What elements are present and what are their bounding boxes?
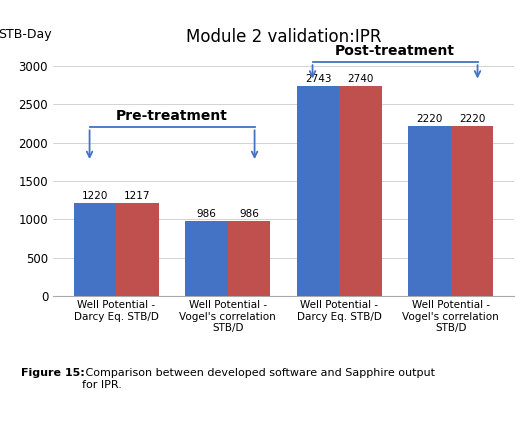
Text: Figure 15:: Figure 15: <box>21 368 85 378</box>
Bar <box>297 86 339 296</box>
Text: Comparison between developed software and Sapphire output
for IPR.: Comparison between developed software an… <box>82 368 435 390</box>
Text: 2220: 2220 <box>459 114 485 124</box>
Legend: Developed software, Sapphire: Developed software, Sapphire <box>173 420 394 423</box>
Text: 2740: 2740 <box>347 74 374 84</box>
Bar <box>409 126 451 296</box>
Text: 2220: 2220 <box>417 114 443 124</box>
Text: 986: 986 <box>239 209 259 219</box>
Bar <box>186 220 228 296</box>
Bar <box>228 220 270 296</box>
Text: 2743: 2743 <box>305 74 331 84</box>
Text: 1217: 1217 <box>124 191 151 201</box>
Bar <box>116 203 158 296</box>
Text: STB-Day: STB-Day <box>0 28 51 41</box>
Text: Pre-treatment: Pre-treatment <box>116 109 228 123</box>
Text: 1220: 1220 <box>82 191 108 201</box>
Title: Module 2 validation:IPR: Module 2 validation:IPR <box>186 28 381 47</box>
Text: Post-treatment: Post-treatment <box>335 44 455 58</box>
Bar <box>451 126 493 296</box>
Bar <box>74 203 116 296</box>
Bar <box>339 86 382 296</box>
Text: 986: 986 <box>197 209 217 219</box>
